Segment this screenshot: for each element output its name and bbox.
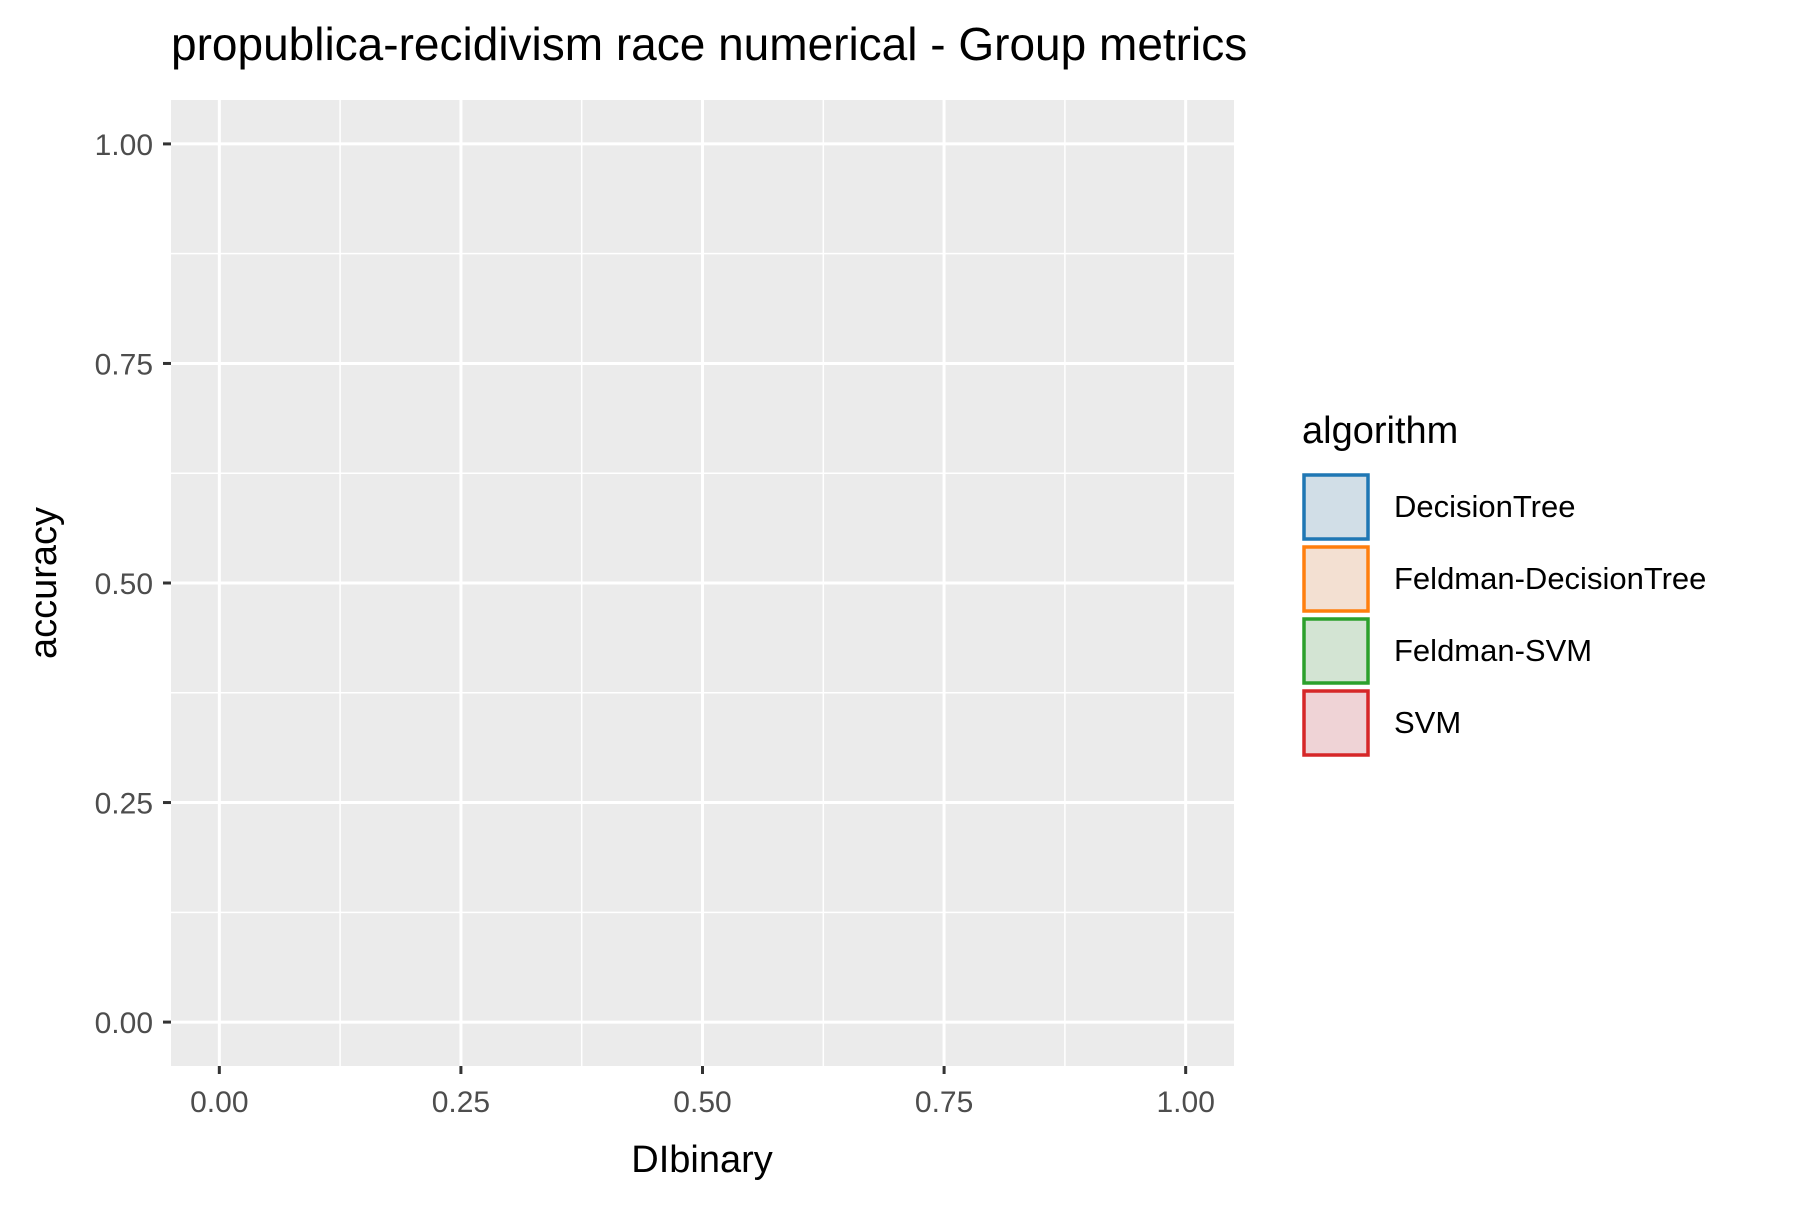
- legend-key: [1302, 473, 1370, 541]
- legend-items: DecisionTree Feldman-DecisionTree Feldman-…: [1302, 473, 1706, 757]
- legend-key: [1302, 617, 1370, 685]
- y-tick-label: 0.50: [95, 568, 153, 601]
- x-tick-label: 0.75: [915, 1086, 973, 1119]
- y-tick-label: 0.00: [95, 1007, 153, 1040]
- legend-label: Feldman-DecisionTree: [1394, 561, 1706, 596]
- legend-label: Feldman-SVM: [1394, 633, 1592, 668]
- x-tick-label: 0.00: [190, 1086, 248, 1119]
- y-tick-label: 0.25: [95, 788, 153, 821]
- legend-key: [1302, 689, 1370, 757]
- y-axis: 0.00 0.25 0.50 0.75 1.00: [95, 129, 171, 1040]
- legend-title: algorithm: [1302, 410, 1458, 452]
- grid-major: [171, 100, 1234, 1066]
- x-tick-label: 0.25: [432, 1086, 490, 1119]
- y-axis-title: accuracy: [23, 507, 65, 659]
- legend-key: [1302, 545, 1370, 613]
- legend-label: SVM: [1394, 705, 1461, 740]
- x-tick-label: 0.50: [673, 1086, 731, 1119]
- chart-title: propublica-recidivism race numerical - G…: [171, 18, 1247, 70]
- legend: algorithm DecisionTree Feldman-DecisionTr…: [1302, 410, 1706, 757]
- y-tick-label: 1.00: [95, 129, 153, 162]
- y-tick-label: 0.75: [95, 348, 153, 381]
- x-axis-title: DIbinary: [631, 1139, 773, 1181]
- x-axis: 0.00 0.25 0.50 0.75 1.00: [190, 1066, 1215, 1119]
- legend-label: DecisionTree: [1394, 489, 1575, 524]
- x-tick-label: 1.00: [1156, 1086, 1214, 1119]
